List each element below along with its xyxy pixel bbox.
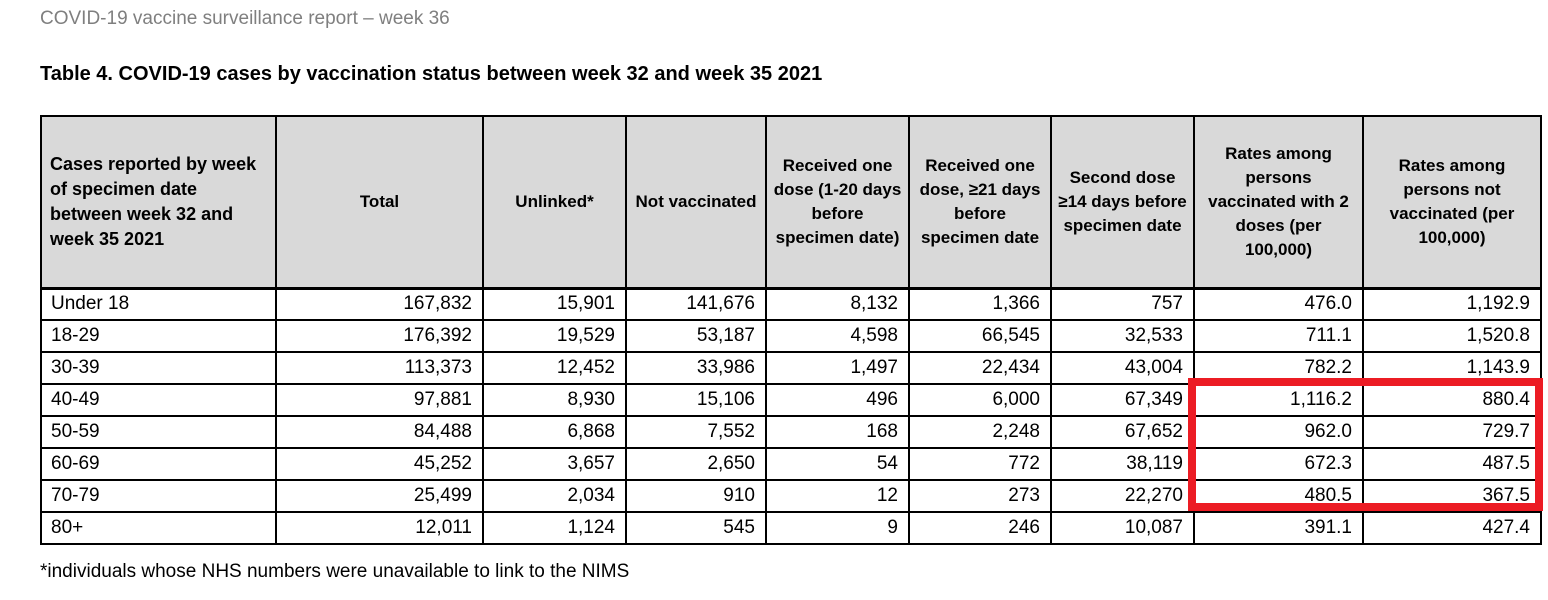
header-row: Cases reported by week of specimen date … <box>40 115 1542 290</box>
value-cell: 487.5 <box>1362 447 1542 481</box>
value-cell: 496 <box>765 383 910 417</box>
value-cell: 12 <box>765 479 910 513</box>
value-cell: 12,011 <box>275 511 484 545</box>
value-cell: 7,552 <box>625 415 767 449</box>
table-row: 30-39 113,373 12,452 33,986 1,497 22,434 43,00… <box>40 351 1542 385</box>
value-cell: 6,000 <box>908 383 1052 417</box>
column-header: Rates among persons not vaccinated (per … <box>1362 115 1542 290</box>
value-cell: 2,248 <box>908 415 1052 449</box>
value-cell: 67,349 <box>1050 383 1195 417</box>
column-header: Received one dose, ≥21 days before speci… <box>908 115 1052 290</box>
value-cell: 67,652 <box>1050 415 1195 449</box>
table-row: 50-59 84,488 6,868 7,552 168 2,248 67,652 962.0… <box>40 415 1542 449</box>
value-cell: 12,452 <box>482 351 627 385</box>
value-cell: 1,520.8 <box>1362 319 1542 353</box>
value-cell: 22,270 <box>1050 479 1195 513</box>
value-cell: 246 <box>908 511 1052 545</box>
value-cell: 33,986 <box>625 351 767 385</box>
value-cell: 8,132 <box>765 287 910 321</box>
value-cell: 711.1 <box>1193 319 1364 353</box>
value-cell: 476.0 <box>1193 287 1364 321</box>
value-cell: 880.4 <box>1362 383 1542 417</box>
value-cell: 32,533 <box>1050 319 1195 353</box>
value-cell: 2,650 <box>625 447 767 481</box>
report-header: COVID-19 vaccine surveillance report – w… <box>40 8 450 29</box>
value-cell: 1,116.2 <box>1193 383 1364 417</box>
value-cell: 53,187 <box>625 319 767 353</box>
value-cell: 757 <box>1050 287 1195 321</box>
value-cell: 367.5 <box>1362 479 1542 513</box>
age-group-cell: 40-49 <box>40 383 277 417</box>
table-row: 18-29 176,392 19,529 53,187 4,598 66,545 32,53… <box>40 319 1542 353</box>
table-row: 80+ 12,011 1,124 545 9 246 10,087 391.1 427.4 <box>40 511 1542 545</box>
value-cell: 1,497 <box>765 351 910 385</box>
value-cell: 168 <box>765 415 910 449</box>
value-cell: 391.1 <box>1193 511 1364 545</box>
age-group-cell: 50-59 <box>40 415 277 449</box>
table-row: 70-79 25,499 2,034 910 12 273 22,270 480.5 367.5 <box>40 479 1542 513</box>
column-header: Received one dose (1-20 days before spec… <box>765 115 910 290</box>
value-cell: 84,488 <box>275 415 484 449</box>
value-cell: 1,143.9 <box>1362 351 1542 385</box>
value-cell: 113,373 <box>275 351 484 385</box>
value-cell: 672.3 <box>1193 447 1364 481</box>
value-cell: 1,366 <box>908 287 1052 321</box>
value-cell: 54 <box>765 447 910 481</box>
value-cell: 729.7 <box>1362 415 1542 449</box>
value-cell: 1,192.9 <box>1362 287 1542 321</box>
age-group-cell: 18-29 <box>40 319 277 353</box>
footnote: *individuals whose NHS numbers were unav… <box>40 561 630 582</box>
value-cell: 427.4 <box>1362 511 1542 545</box>
value-cell: 10,087 <box>1050 511 1195 545</box>
value-cell: 962.0 <box>1193 415 1364 449</box>
value-cell: 545 <box>625 511 767 545</box>
table-row: 60-69 45,252 3,657 2,650 54 772 38,119 672.3 487… <box>40 447 1542 481</box>
table-title: Table 4. COVID-19 cases by vaccination s… <box>40 63 823 85</box>
column-header: Second dose ≥14 days before specimen dat… <box>1050 115 1195 290</box>
table-header: Cases reported by week of specimen date … <box>40 115 1542 290</box>
value-cell: 8,930 <box>482 383 627 417</box>
value-cell: 176,392 <box>275 319 484 353</box>
table-row: 40-49 97,881 8,930 15,106 496 6,000 67,349 1,11… <box>40 383 1542 417</box>
age-group-cell: 60-69 <box>40 447 277 481</box>
value-cell: 6,868 <box>482 415 627 449</box>
column-header: Rates among persons vaccinated with 2 do… <box>1193 115 1364 290</box>
value-cell: 9 <box>765 511 910 545</box>
age-group-cell: 70-79 <box>40 479 277 513</box>
column-header: Not vaccinated <box>625 115 767 290</box>
value-cell: 141,676 <box>625 287 767 321</box>
value-cell: 38,119 <box>1050 447 1195 481</box>
cases-by-vaccination-status-table: Cases reported by week of specimen date … <box>40 115 1542 545</box>
value-cell: 910 <box>625 479 767 513</box>
table-row: Under 18 167,832 15,901 141,676 8,132 1,366 75… <box>40 287 1542 321</box>
value-cell: 167,832 <box>275 287 484 321</box>
value-cell: 19,529 <box>482 319 627 353</box>
value-cell: 273 <box>908 479 1052 513</box>
value-cell: 66,545 <box>908 319 1052 353</box>
table-body: Under 18 167,832 15,901 141,676 8,132 1,366 75… <box>40 287 1542 545</box>
value-cell: 772 <box>908 447 1052 481</box>
value-cell: 15,901 <box>482 287 627 321</box>
column-header: Total <box>275 115 484 290</box>
value-cell: 1,124 <box>482 511 627 545</box>
value-cell: 782.2 <box>1193 351 1364 385</box>
column-header: Unlinked* <box>482 115 627 290</box>
value-cell: 4,598 <box>765 319 910 353</box>
value-cell: 25,499 <box>275 479 484 513</box>
age-group-cell: 80+ <box>40 511 277 545</box>
age-group-cell: 30-39 <box>40 351 277 385</box>
value-cell: 2,034 <box>482 479 627 513</box>
value-cell: 97,881 <box>275 383 484 417</box>
value-cell: 45,252 <box>275 447 484 481</box>
value-cell: 15,106 <box>625 383 767 417</box>
value-cell: 480.5 <box>1193 479 1364 513</box>
age-group-cell: Under 18 <box>40 287 277 321</box>
value-cell: 22,434 <box>908 351 1052 385</box>
value-cell: 43,004 <box>1050 351 1195 385</box>
value-cell: 3,657 <box>482 447 627 481</box>
column-header: Cases reported by week of specimen date … <box>40 115 277 290</box>
